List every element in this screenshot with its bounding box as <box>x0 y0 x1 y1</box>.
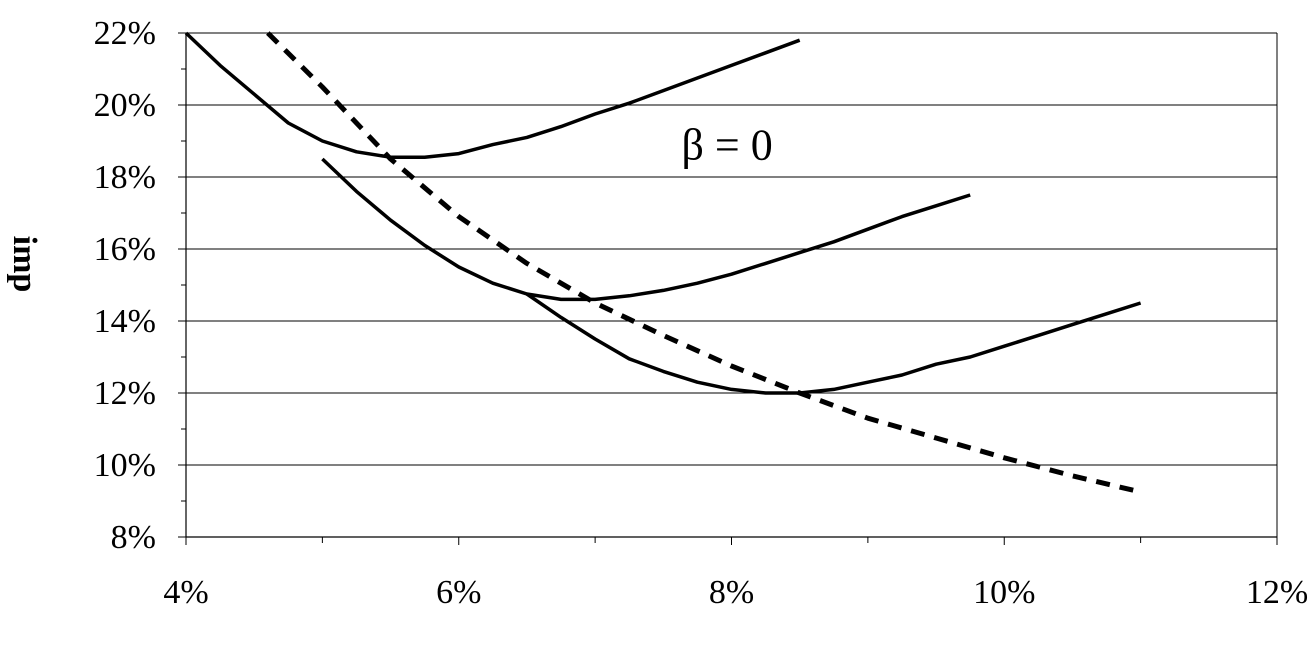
x-tick-label: 10% <box>973 574 1035 611</box>
dashed-series-line <box>266 31 1142 495</box>
y-tick-label: 8% <box>111 519 156 556</box>
y-tick-label: 14% <box>94 303 156 340</box>
beta-annotation: β = 0 <box>682 121 773 170</box>
x-tick-label: 4% <box>163 574 208 611</box>
solid-series-line-1 <box>184 31 801 159</box>
solid-series-line-3 <box>525 292 1142 395</box>
y-tick-label: 12% <box>94 375 156 412</box>
solid-series-line-2 <box>321 157 971 302</box>
y-tick-label: 16% <box>94 231 156 268</box>
y-tick-label: 18% <box>94 159 156 196</box>
x-tick-label: 12% <box>1246 574 1308 611</box>
y-axis-label: imp <box>6 236 43 293</box>
y-tick-label: 22% <box>94 15 156 52</box>
x-tick-label: 8% <box>709 574 754 611</box>
axes <box>178 32 1278 545</box>
tick-labels: 8% 10% 12% 14% 16% 18% 20% 22% 4% 6% 8% 10% 12% <box>94 15 1308 611</box>
x-tick-label: 6% <box>436 574 481 611</box>
y-tick-label: 20% <box>94 87 156 124</box>
series-lines <box>184 31 1142 495</box>
grid-lines <box>186 32 1277 538</box>
y-tick-label: 10% <box>94 447 156 484</box>
